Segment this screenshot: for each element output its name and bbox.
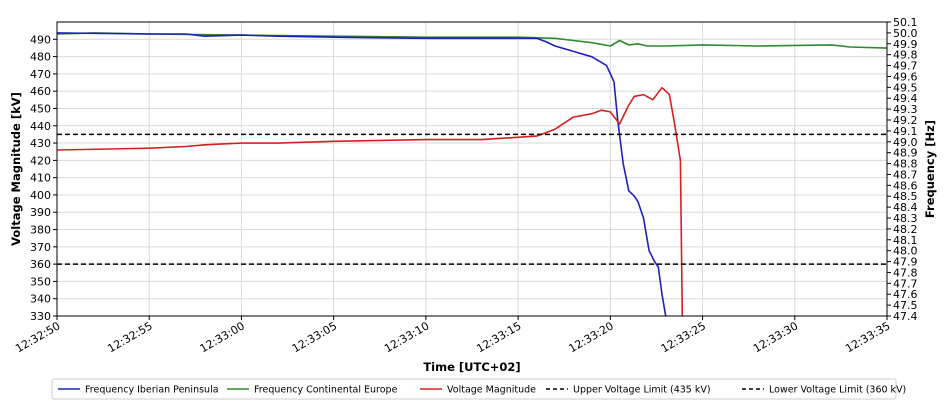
y-axis-left-title: Voltage Magnitude [kV] (9, 92, 23, 246)
y-right-tick-label: 49.1 (893, 125, 918, 138)
y-left-tick-label: 360 (30, 258, 51, 271)
y-right-tick-label: 47.8 (893, 266, 918, 279)
y-right-tick-label: 48.0 (893, 245, 918, 258)
legend-label: Frequency Continental Europe (254, 385, 398, 396)
y-right-tick-label: 48.2 (893, 223, 918, 236)
y-right-tick-label: 48.1 (893, 234, 918, 247)
series-layer (57, 32, 887, 316)
y-right-tick-label: 50.1 (893, 16, 918, 29)
y-right-tick-label: 49.0 (893, 136, 918, 149)
y-right-tick-label: 49.8 (893, 49, 918, 62)
y-right-tick-label: 49.4 (893, 92, 918, 105)
x-tick-label: 12:33:20 (567, 319, 616, 355)
y-right-tick-label: 49.3 (893, 103, 918, 116)
legend-box (51, 378, 897, 400)
y-left-tick-label: 390 (30, 206, 51, 219)
y-left-tick-label: 440 (30, 120, 51, 133)
grid (56, 22, 888, 317)
x-tick-label: 12:33:35 (843, 319, 892, 355)
y-right-tick-label: 47.6 (893, 288, 918, 301)
y-axis-right-title: Frequency [Hz] (923, 120, 937, 218)
y-right-tick-label: 47.5 (893, 299, 918, 312)
y-right-tick-label: 47.9 (893, 256, 918, 269)
y-left-tick-label: 460 (30, 85, 51, 98)
y-left-tick-label: 480 (30, 51, 51, 64)
y-left-tick-label: 490 (30, 33, 51, 46)
y-left-tick-label: 370 (30, 241, 51, 254)
y-right-tick-label: 49.5 (893, 81, 918, 94)
x-axis-title: Time [UTC+02] (423, 360, 520, 374)
y-right-tick-label: 47.7 (893, 277, 918, 290)
x-tick-label: 12:32:55 (105, 319, 154, 355)
series-frequency-iberian-peninsula (57, 32, 667, 316)
plot-area (56, 21, 888, 317)
series-frequency-continental-europe (57, 32, 887, 49)
y-left-tick-label: 380 (30, 224, 51, 237)
y-right-tick-label: 49.7 (893, 60, 918, 73)
y-left-tick-label: 400 (30, 189, 51, 202)
x-tick-label: 12:33:25 (659, 319, 708, 355)
y-left-tick-label: 470 (30, 68, 51, 81)
x-tick-label: 12:33:05 (290, 319, 339, 355)
y-right-tick-label: 48.8 (893, 158, 918, 171)
x-tick-label: 12:33:10 (382, 319, 431, 355)
y-right-tick-label: 47.4 (893, 310, 918, 323)
y-right-tick-label: 48.7 (893, 168, 918, 181)
y-right-tick-label: 49.6 (893, 70, 918, 83)
x-tick-label: 12:33:30 (751, 319, 800, 355)
y-left-tick-label: 350 (30, 275, 51, 288)
legend-label: Upper Voltage Limit (435 kV) (573, 385, 711, 396)
y-right-tick-label: 48.6 (893, 179, 918, 192)
y-right-tick-label: 49.9 (893, 38, 918, 51)
x-tick-label: 12:32:50 (13, 319, 62, 355)
legend-label: Lower Voltage Limit (360 kV) (769, 385, 906, 396)
legend: Frequency Iberian Peninsula Frequency Con… (51, 378, 906, 400)
y-right-tick-label: 50.0 (893, 27, 918, 40)
x-tick-label: 12:33:15 (474, 319, 523, 355)
y-left-tick-label: 340 (30, 293, 51, 306)
y-right-tick-label: 48.3 (893, 212, 918, 225)
y-right-tick-label: 48.4 (893, 201, 918, 214)
legend-label: Frequency Iberian Peninsula (85, 385, 219, 396)
series-voltage-magnitude (57, 86, 684, 316)
y-left-tick-label: 330 (30, 310, 51, 323)
y-right-tick-label: 49.2 (893, 114, 918, 127)
y-left-tick-label: 430 (30, 137, 51, 150)
x-tick-label: 12:33:00 (198, 319, 247, 355)
y-left-tick-label: 450 (30, 102, 51, 115)
y-left-tick-label: 410 (30, 172, 51, 185)
y-left-tick-label: 420 (30, 154, 51, 167)
y-right-tick-label: 48.5 (893, 190, 918, 203)
legend-label: Voltage Magnitude (447, 385, 536, 396)
y-right-tick-label: 48.9 (893, 147, 918, 160)
